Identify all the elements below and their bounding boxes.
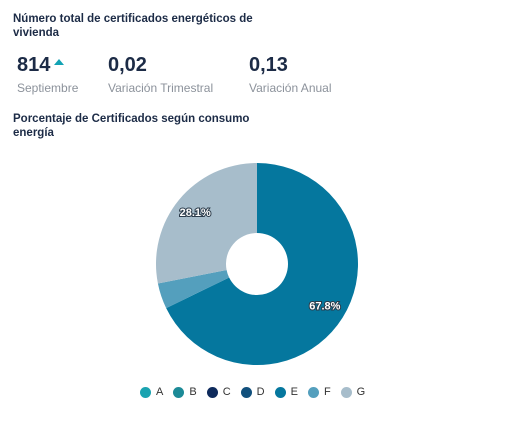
legend-label: B xyxy=(189,386,197,398)
legend-item-B[interactable]: B xyxy=(173,386,197,399)
legend-marker-icon xyxy=(240,387,252,398)
stat-annual-variation: 0,13 Variación Anual xyxy=(249,53,332,96)
legend-marker-icon xyxy=(340,387,352,398)
chart-title: Porcentaje de Certificados según consumo… xyxy=(13,113,250,139)
donut-chart: 67.8% 28.1% xyxy=(156,163,358,365)
stat-monthly-count: 814 Septiembre xyxy=(17,53,78,96)
legend-label: A xyxy=(156,386,164,398)
legend-item-G[interactable]: G xyxy=(340,386,366,399)
legend-item-D[interactable]: D xyxy=(240,386,265,399)
stat-value: 0,02 xyxy=(108,54,147,76)
legend-marker-icon xyxy=(274,387,286,398)
legend-label: G xyxy=(356,386,366,398)
legend-label: C xyxy=(222,386,231,398)
stat-value: 0,13 xyxy=(249,54,288,76)
legend-label: F xyxy=(323,386,331,398)
pie-slice-F[interactable] xyxy=(157,270,230,309)
pie-slice-G[interactable] xyxy=(156,163,257,284)
data-label-G: 28.1% xyxy=(180,207,211,219)
legend-item-E[interactable]: E xyxy=(274,386,298,399)
legend-marker-icon xyxy=(173,387,185,398)
legend-marker-icon xyxy=(140,387,151,398)
legend-marker-icon xyxy=(307,387,319,398)
stat-label: Variación Anual xyxy=(249,81,332,95)
trend-up-icon xyxy=(54,59,65,65)
stat-quarterly-variation: 0,02 Variación Trimestral xyxy=(108,53,213,96)
legend-label: D xyxy=(256,386,265,398)
data-label-E: 67.8% xyxy=(309,300,340,312)
pie-slice-E[interactable] xyxy=(166,163,358,365)
stat-label: Variación Trimestral xyxy=(108,81,214,95)
chart-legend: A B C D E F G xyxy=(140,386,365,399)
legend-item-C[interactable]: C xyxy=(206,386,231,399)
stat-label: Septiembre xyxy=(17,81,79,95)
legend-label: E xyxy=(290,386,298,398)
legend-marker-icon xyxy=(206,387,218,398)
stat-value: 814 xyxy=(17,54,51,76)
legend-item-A[interactable]: A xyxy=(140,386,163,399)
kpi-section-title: Número total de certificados energéticos… xyxy=(13,13,253,39)
legend-item-F[interactable]: F xyxy=(307,386,331,399)
